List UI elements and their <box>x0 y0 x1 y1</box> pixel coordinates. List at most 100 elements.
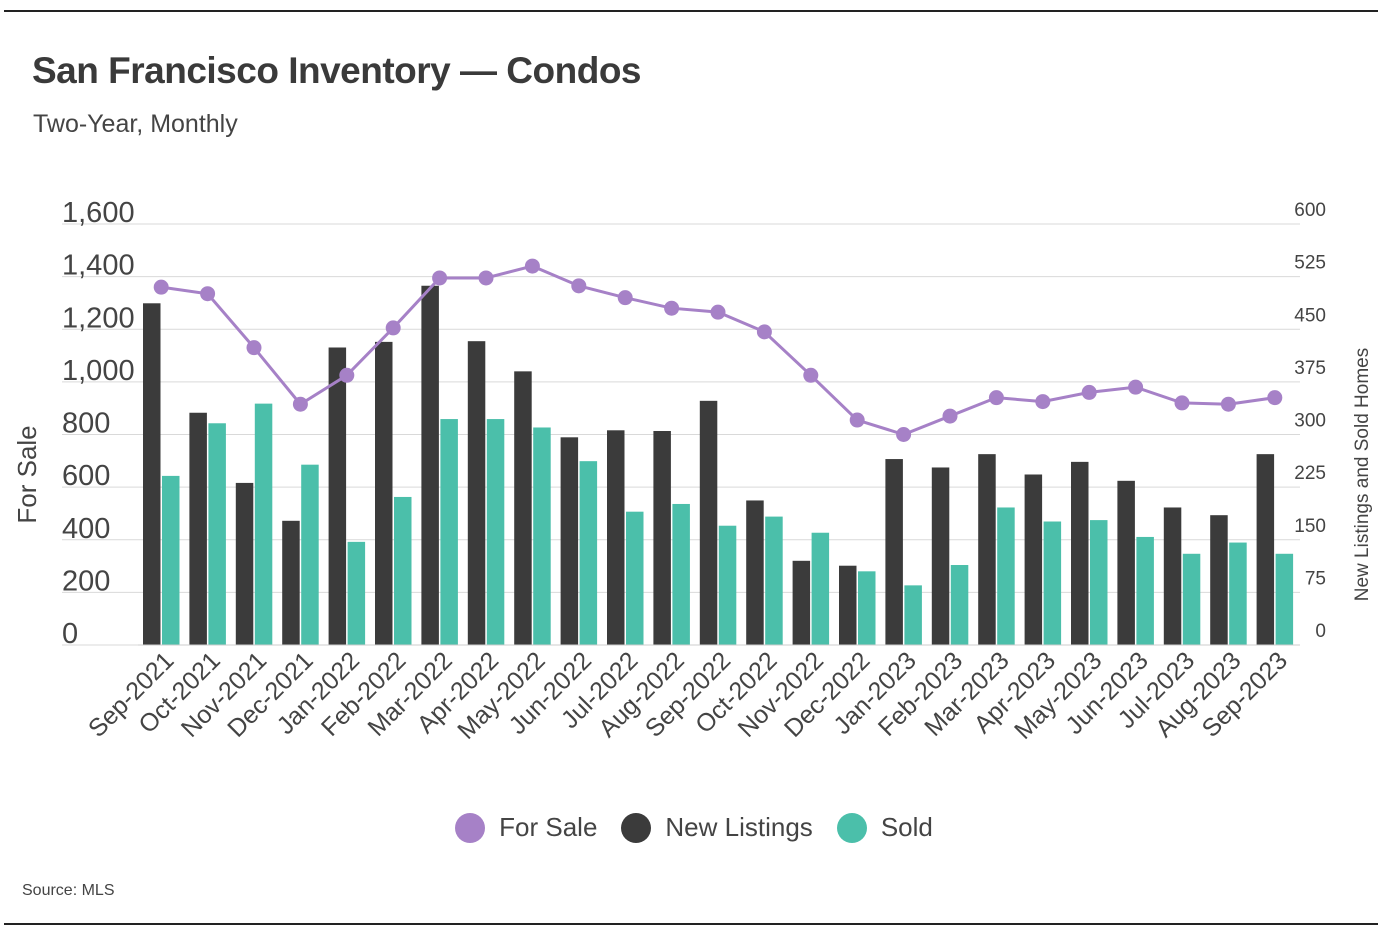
point-for-sale <box>756 324 772 340</box>
bar-new-listings <box>1256 454 1275 645</box>
point-for-sale <box>153 279 169 295</box>
legend-label-for-sale: For Sale <box>499 812 598 842</box>
y2-tick-label: 600 <box>1294 200 1326 221</box>
bar-sold <box>440 419 458 645</box>
point-for-sale <box>803 367 819 383</box>
bar-new-listings <box>514 371 532 645</box>
y-tick-label: 0 <box>62 618 78 650</box>
bar-new-listings <box>467 341 486 645</box>
point-for-sale <box>1035 394 1051 410</box>
bottom-rule <box>4 923 1378 925</box>
source-note: Source: MLS <box>22 882 115 899</box>
bar-sold <box>254 403 273 645</box>
bar-sold <box>858 571 876 645</box>
bar-new-listings <box>282 520 300 645</box>
bar-sold <box>1136 536 1154 645</box>
point-for-sale <box>524 258 540 274</box>
point-for-sale <box>1128 379 1144 395</box>
y2-tick-label: 450 <box>1294 305 1326 326</box>
bar-sold <box>162 475 180 645</box>
point-for-sale <box>292 396 308 412</box>
bar-sold <box>1229 542 1247 645</box>
bar-new-listings <box>653 430 671 645</box>
bar-new-listings <box>421 285 439 645</box>
y2-tick-label: 375 <box>1294 358 1326 379</box>
legend-item-for-sale[interactable]: For Sale <box>455 812 597 843</box>
bar-new-listings <box>375 341 393 645</box>
bar-sold <box>347 541 366 645</box>
bar-new-listings <box>1117 480 1135 645</box>
chart-title: San Francisco Inventory — Condos <box>32 50 642 91</box>
top-rule <box>4 10 1378 12</box>
y-tick-label: 800 <box>62 408 110 440</box>
line-for-sale <box>160 264 1276 437</box>
legend-item-sold[interactable]: Sold <box>836 812 933 843</box>
bar-sold <box>486 419 505 645</box>
point-for-sale <box>385 320 401 336</box>
point-for-sale <box>1267 390 1283 406</box>
bar-sold <box>626 511 644 645</box>
point-for-sale <box>942 408 958 424</box>
bar-sold <box>1090 520 1108 645</box>
point-for-sale <box>617 290 633 306</box>
y-axis-title: For Sale <box>12 425 42 523</box>
bar-sold <box>301 464 319 645</box>
bar-sold <box>1182 553 1201 645</box>
point-for-sale <box>571 278 587 294</box>
bar-new-listings <box>1071 461 1089 645</box>
legend-swatch-new-listings <box>621 812 652 843</box>
bar-new-listings <box>143 303 161 645</box>
bar-new-listings <box>699 400 718 645</box>
bar-sold <box>765 516 783 645</box>
point-for-sale <box>849 412 865 428</box>
y-tick-label: 1,600 <box>62 197 135 229</box>
bar-new-listings <box>1163 507 1182 645</box>
legend-swatch-sold <box>836 812 867 843</box>
y2-axis-title: New Listings and Sold Homes <box>1352 348 1373 601</box>
bar-new-listings <box>328 347 347 645</box>
bar-new-listings <box>885 459 903 645</box>
point-for-sale <box>478 270 494 286</box>
y-tick-label: 1,000 <box>62 355 135 387</box>
y2-tick-label: 0 <box>1315 621 1326 642</box>
bar-sold <box>579 461 598 645</box>
bar-sold <box>1043 521 1062 645</box>
point-for-sale <box>1174 395 1190 411</box>
point-for-sale <box>1081 384 1097 400</box>
bar-new-listings <box>560 437 579 645</box>
point-for-sale <box>896 427 912 442</box>
legend-swatch-for-sale <box>455 812 486 843</box>
y-tick-label: 600 <box>62 460 110 492</box>
chart-subtitle: Two-Year, Monthly <box>33 110 238 138</box>
y2-tick-label: 225 <box>1294 463 1326 484</box>
point-for-sale <box>1220 396 1236 412</box>
point-for-sale <box>664 300 680 316</box>
bar-new-listings <box>931 467 950 645</box>
bar-new-listings <box>235 482 254 645</box>
bar-sold <box>997 507 1015 645</box>
point-for-sale <box>988 390 1004 406</box>
y-tick-label: 200 <box>62 565 110 597</box>
y2-tick-label: 525 <box>1294 253 1326 274</box>
bar-sold <box>1275 553 1294 645</box>
bar-new-listings <box>1210 515 1228 645</box>
legend: For Sale New Listings Sold <box>0 812 1388 843</box>
bar-new-listings <box>746 500 764 645</box>
y2-tick-label: 75 <box>1305 568 1326 589</box>
point-for-sale <box>246 340 262 356</box>
bar-sold <box>811 532 830 645</box>
point-for-sale <box>200 286 216 302</box>
y-tick-label: 400 <box>62 513 110 545</box>
bar-new-listings <box>839 565 857 645</box>
y-tick-label: 1,400 <box>62 250 135 282</box>
bar-sold <box>672 503 690 645</box>
legend-item-new-listings[interactable]: New Listings <box>621 812 813 843</box>
point-for-sale <box>710 304 726 320</box>
bar-sold <box>208 423 226 645</box>
bar-new-listings <box>792 560 811 645</box>
y2-tick-label: 300 <box>1294 411 1326 432</box>
y-tick-label: 1,200 <box>62 302 135 334</box>
y2-tick-label: 150 <box>1294 516 1326 537</box>
point-for-sale <box>339 367 355 383</box>
